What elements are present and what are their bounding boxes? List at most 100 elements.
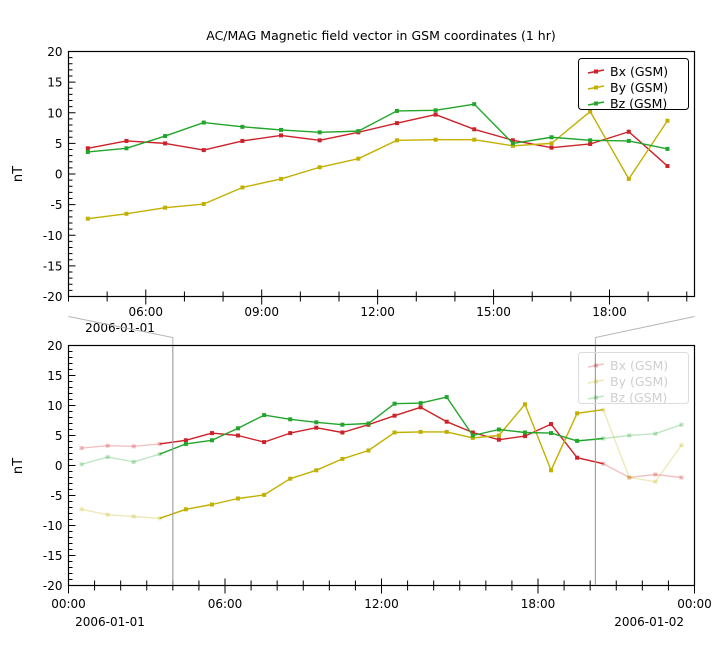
overview-y-tick-label: -10 (43, 519, 63, 533)
overview-data-point-by (288, 476, 293, 481)
panel-connectors (68, 316, 695, 346)
overview-data-point-bx (679, 475, 684, 480)
overview-data-point-by (653, 479, 658, 484)
legend-label[interactable]: Bx (GSM) (610, 358, 668, 373)
overview-series-line-bx (159, 406, 604, 465)
overview-series-group (79, 395, 684, 521)
legend-swatch-marker (594, 85, 598, 90)
detail-data-point-bz (317, 130, 322, 135)
legend-label[interactable]: By (GSM) (610, 374, 668, 389)
detail-data-point-bz (394, 108, 399, 113)
detail-data-point-bx (433, 112, 438, 117)
overview-data-point-bx (549, 422, 554, 427)
overview-series-line-by (577, 409, 683, 483)
legend-swatch-line (587, 395, 605, 400)
overview-data-point-bx (444, 419, 449, 424)
legend-label[interactable]: Bx (GSM) (610, 64, 668, 79)
overview-data-point-by (262, 492, 267, 497)
overview-legend-box (578, 352, 689, 404)
overview-data-point-bz (470, 433, 475, 438)
overview-x-tick-label: 12:00 (364, 597, 399, 611)
overview-legend[interactable]: Bx (GSM)By (GSM)Bz (GSM) (578, 352, 689, 406)
overview-y-tick-label: -5 (51, 489, 63, 503)
detail-data-point-bx (588, 141, 593, 146)
overview-data-point-bz (522, 430, 527, 435)
overview-data-point-by (470, 435, 475, 440)
overview-data-point-bx (105, 443, 110, 448)
overview-data-point-bx (209, 431, 214, 436)
overview-data-point-by (392, 430, 397, 435)
overview-series-line-by (159, 403, 604, 519)
overview-data-point-bz (288, 417, 293, 422)
detail-data-point-bz (665, 146, 670, 151)
detail-y-tick-label: 20 (47, 45, 62, 59)
overview-data-point-by (496, 433, 501, 438)
detail-y-axis: 20 15 10 5 0 -5 -10 -15 -20 nT (11, 45, 76, 304)
overview-data-point-bz (183, 441, 188, 446)
page-title: AC/MAG Magnetic field vector in GSM coor… (206, 28, 555, 43)
overview-y-tick-label: 15 (47, 369, 62, 383)
overview-x-axis: 00:00 06:00 12:00 18:00 00:00 2006-01-01 200… (51, 578, 712, 629)
overview-data-point-bx (653, 472, 658, 477)
overview-data-point-bx (627, 475, 632, 480)
detail-data-point-bz (472, 102, 477, 107)
overview-data-point-bz (444, 395, 449, 400)
detail-data-point-bz (588, 138, 593, 143)
detail-data-point-bx (394, 121, 399, 126)
legend-label[interactable]: Bz (GSM) (610, 96, 667, 111)
overview-data-point-bx (340, 430, 345, 435)
detail-data-point-by (356, 156, 361, 161)
detail-legend[interactable]: Bx (GSM)By (GSM)Bz (GSM) (578, 58, 689, 112)
detail-series-line-by (87, 110, 669, 220)
overview-data-point-bx (496, 437, 501, 442)
overview-data-point-bz (653, 431, 658, 436)
legend-swatch-marker (594, 395, 598, 400)
overview-selection[interactable] (172, 346, 596, 585)
detail-data-point-by (317, 165, 322, 170)
overview-y-tick-label: 5 (55, 429, 63, 443)
legend-swatch-marker (594, 363, 598, 368)
overview-data-point-by (418, 429, 423, 434)
overview-data-point-by (314, 468, 319, 473)
detail-data-point-by (124, 211, 129, 216)
legend-swatch-line (587, 363, 605, 368)
overview-data-point-bz (496, 427, 501, 432)
overview-data-point-bz (366, 421, 371, 426)
overview-data-point-by (601, 407, 606, 412)
detail-data-point-by (163, 205, 168, 210)
detail-x-tick-label: 12:00 (360, 305, 395, 319)
detail-data-point-bz (85, 149, 90, 154)
overview-data-point-bx (236, 433, 241, 438)
detail-data-point-by (201, 202, 206, 207)
detail-data-point-by (510, 143, 515, 148)
detail-data-point-bx (240, 138, 245, 143)
detail-y-axis-title: nT (11, 166, 26, 182)
overview-data-point-bz (314, 420, 319, 425)
detail-x-tick-label: 15:00 (476, 305, 511, 319)
overview-series-line-bz (159, 396, 604, 455)
detail-x-date-label: 2006-01-01 (85, 321, 155, 335)
detail-panel: AC/MAG Magnetic field vector in GSM coor… (11, 28, 696, 335)
overview-data-point-by (549, 468, 554, 473)
overview-data-point-bx (131, 444, 136, 449)
overview-series-line-bx (576, 457, 682, 479)
overview-data-point-bz (575, 438, 580, 443)
overview-data-point-by (236, 496, 241, 501)
detail-data-point-by (549, 141, 554, 146)
detail-data-point-bx (85, 146, 90, 151)
detail-y-tick-label: -10 (43, 229, 63, 243)
overview-data-point-by (575, 411, 580, 416)
legend-label[interactable]: Bz (GSM) (610, 390, 667, 405)
connector-left (68, 316, 174, 346)
detail-data-point-by (588, 109, 593, 114)
legend-swatch-marker (594, 101, 598, 106)
detail-data-point-bx (510, 138, 515, 143)
detail-data-point-bz (163, 134, 168, 139)
detail-data-point-bz (201, 120, 206, 125)
overview-data-point-by (79, 507, 84, 512)
legend-label[interactable]: By (GSM) (610, 80, 668, 95)
overview-series-line-bz (577, 424, 682, 442)
detail-data-point-bx (124, 138, 129, 143)
detail-data-point-bz (124, 146, 129, 151)
detail-data-point-bz (549, 135, 554, 140)
